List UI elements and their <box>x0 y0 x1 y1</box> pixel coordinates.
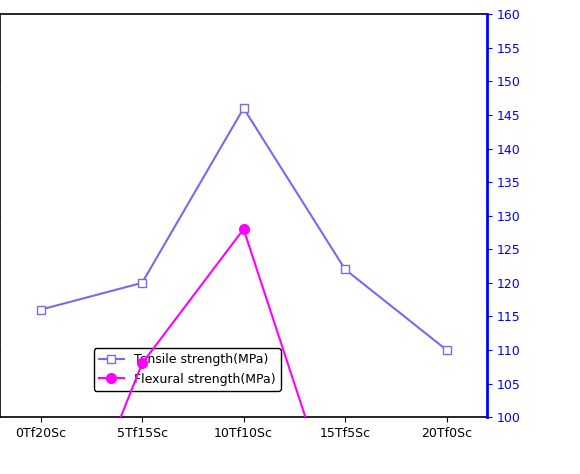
Tensile strength(MPa) <box>443 347 450 353</box>
Tensile strength(MPa) <box>37 307 44 312</box>
Line: Tensile strength(MPa): Tensile strength(MPa) <box>37 104 451 354</box>
Flexural strength(MPa) <box>139 361 146 366</box>
Tensile strength(MPa) <box>342 266 349 272</box>
Flexural strength(MPa) <box>240 226 247 232</box>
Tensile strength(MPa) <box>240 105 247 111</box>
Tensile strength(MPa) <box>139 280 146 286</box>
Legend: Tensile strength(MPa), Flexural strength(MPa): Tensile strength(MPa), Flexural strength… <box>94 348 281 391</box>
Line: Flexural strength(MPa): Flexural strength(MPa) <box>36 224 451 474</box>
